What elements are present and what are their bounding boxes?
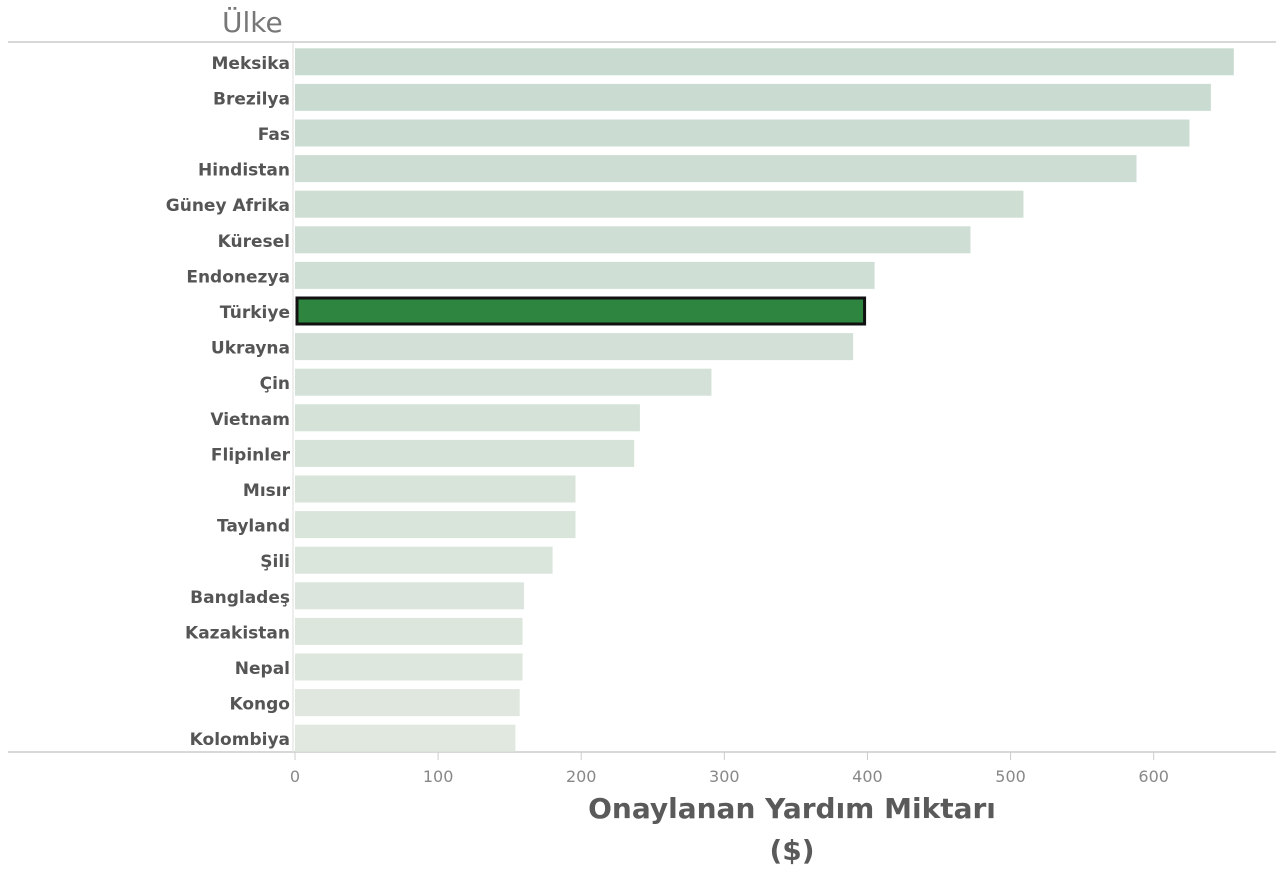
bar-ukrayna[interactable]	[295, 333, 854, 361]
category-label-misir: Mısır	[243, 481, 291, 501]
bar-flipinler[interactable]	[295, 439, 635, 467]
category-label-fas: Fas	[258, 125, 290, 145]
bar-tayland[interactable]	[295, 511, 576, 539]
bar-misir[interactable]	[295, 475, 576, 503]
bar-hindistan[interactable]	[295, 155, 1137, 183]
category-label-kuresel: Küresel	[218, 232, 290, 252]
x-axis-title: Onaylanan Yardım Miktarı	[588, 792, 996, 825]
category-label-cin: Çin	[260, 374, 290, 394]
x-axis-ticks-layer: 0 100 200 300 400 500 600	[290, 752, 1169, 786]
x-axis-title-unit: ($)	[769, 834, 814, 867]
category-labels-layer: Meksika Brezilya Fas Hindistan Güney Afrika K…	[166, 54, 291, 750]
category-label-vietnam: Vietnam	[210, 410, 290, 430]
category-label-ukrayna: Ukrayna	[211, 339, 290, 359]
x-tick-label-0: 0	[290, 767, 300, 786]
category-label-flipinler: Flipinler	[211, 445, 291, 465]
x-tick-label-100: 100	[423, 767, 454, 786]
category-label-guney-afrika: Güney Afrika	[166, 196, 290, 216]
category-label-hindistan: Hindistan	[198, 161, 290, 181]
category-label-meksika: Meksika	[212, 54, 290, 74]
category-label-nepal: Nepal	[235, 659, 290, 679]
category-label-sili: Şili	[260, 552, 290, 572]
category-label-kongo: Kongo	[229, 695, 290, 715]
category-label-brezilya: Brezilya	[213, 89, 290, 109]
bar-kazakistan[interactable]	[295, 617, 523, 645]
bar-fas[interactable]	[295, 119, 1190, 147]
x-tick-label-400: 400	[852, 767, 883, 786]
bar-kongo[interactable]	[295, 689, 520, 717]
category-label-kazakistan: Kazakistan	[185, 623, 290, 643]
bar-banglades[interactable]	[295, 582, 524, 610]
category-label-kolombiya: Kolombiya	[190, 730, 290, 750]
x-tick-label-200: 200	[566, 767, 597, 786]
bar-nepal[interactable]	[295, 653, 523, 681]
bar-turkiye[interactable]	[295, 296, 867, 326]
column-header-title: Ülke	[222, 5, 283, 39]
category-label-turkiye: Türkiye	[220, 303, 290, 323]
bar-kolombiya[interactable]	[295, 724, 516, 752]
bar-endonezya[interactable]	[295, 261, 875, 289]
bar-brezilya[interactable]	[295, 83, 1211, 111]
x-tick-label-600: 600	[1138, 767, 1169, 786]
bar-kuresel[interactable]	[295, 226, 971, 254]
bar-vietnam[interactable]	[295, 404, 640, 432]
bars-layer	[295, 48, 1234, 752]
x-tick-label-500: 500	[995, 767, 1026, 786]
bar-guney-afrika[interactable]	[295, 190, 1024, 218]
bar-sili[interactable]	[295, 546, 553, 574]
category-label-banglades: Bangladeş	[190, 588, 290, 608]
bar-cin[interactable]	[295, 368, 712, 396]
category-label-tayland: Tayland	[217, 517, 290, 537]
bar-meksika[interactable]	[295, 48, 1234, 76]
category-label-endonezya: Endonezya	[186, 267, 290, 287]
x-tick-label-300: 300	[709, 767, 740, 786]
